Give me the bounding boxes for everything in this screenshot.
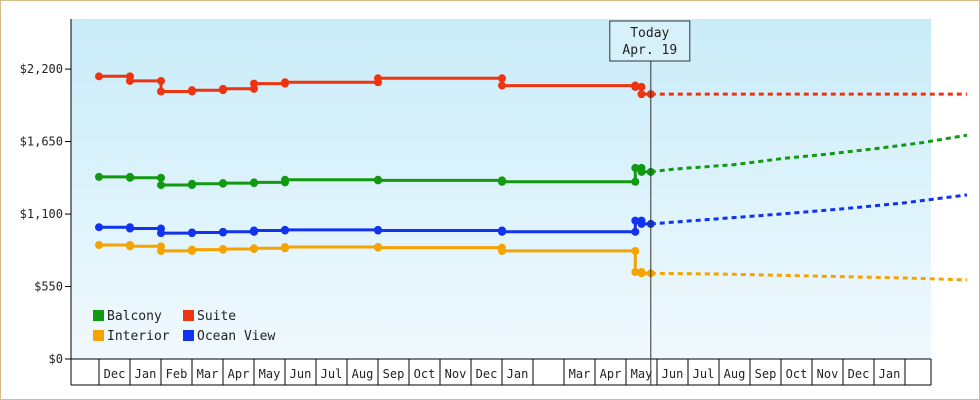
balcony-point <box>631 163 640 172</box>
interior-legend-swatch <box>93 330 104 341</box>
ocean-view-forecast-line <box>650 193 968 226</box>
x-tick-label: Feb <box>166 367 188 381</box>
balcony-point <box>95 172 103 181</box>
y-tick-label: $1,100 <box>20 207 63 221</box>
balcony-legend-swatch <box>93 310 104 321</box>
x-tick-label: Sep <box>383 367 405 381</box>
balcony-point <box>281 175 289 184</box>
suite-point <box>188 86 196 95</box>
x-tick-label: Dec <box>476 367 498 381</box>
interior-point <box>631 268 640 277</box>
today-date: Apr. 19 <box>622 43 677 58</box>
x-tick-label: Apr <box>228 367 250 381</box>
interior-forecast-line <box>650 271 968 282</box>
interior-point <box>637 269 646 278</box>
ocean-view-point <box>250 226 258 235</box>
x-tick-label: Mar <box>569 367 591 381</box>
ocean-view-point <box>126 224 134 233</box>
x-tick-label: Dec <box>104 367 126 381</box>
interior-point <box>374 243 382 252</box>
suite-point <box>498 74 506 83</box>
x-tick-label: Jun <box>662 367 684 381</box>
ocean-view-point <box>374 226 382 235</box>
ocean-view-point <box>637 219 646 228</box>
x-tick-label: Oct <box>414 367 436 381</box>
balcony-point <box>188 179 196 188</box>
ocean-view-point <box>157 229 165 238</box>
suite-point <box>498 81 506 90</box>
x-tick-label: Nov <box>817 367 839 381</box>
x-tick-label: Aug <box>352 367 374 381</box>
ocean-view-point <box>188 228 196 237</box>
balcony-point <box>157 173 165 182</box>
x-tick-label: Apr <box>600 367 622 381</box>
today-label: Today <box>630 26 669 41</box>
x-tick-label: Jun <box>290 367 312 381</box>
ocean-view-legend-label: Ocean View <box>197 329 275 344</box>
suite-point <box>95 72 103 81</box>
balcony-point <box>498 177 506 186</box>
y-tick-label: $550 <box>34 280 63 294</box>
today-callout <box>609 20 691 62</box>
x-tick-label: May <box>631 367 653 381</box>
x-tick-label: Jan <box>507 367 529 381</box>
x-tick-label: Sep <box>755 367 777 381</box>
balcony-point <box>250 178 258 187</box>
suite-legend-label: Suite <box>197 309 236 324</box>
interior-point <box>188 245 196 254</box>
interior-point <box>498 246 506 255</box>
balcony-point <box>631 177 640 186</box>
suite-point <box>637 82 646 91</box>
suite-point <box>374 74 382 83</box>
x-tick-label: Aug <box>724 367 746 381</box>
x-tick-label: Nov <box>445 367 467 381</box>
y-tick-label: $2,200 <box>20 62 63 76</box>
suite-point <box>157 76 165 85</box>
plot-area <box>71 19 931 359</box>
balcony-legend-label: Balcony <box>107 309 162 324</box>
interior-point <box>631 246 640 255</box>
suite-point <box>631 82 640 91</box>
interior-point <box>126 242 134 251</box>
suite-point <box>126 76 134 85</box>
interior-point <box>250 244 258 253</box>
ocean-view-point <box>95 223 103 232</box>
y-tick-label: $1,650 <box>20 135 63 149</box>
ocean-view-legend-swatch <box>183 330 194 341</box>
ocean-view-point <box>219 227 227 236</box>
x-tick-label: Mar <box>197 367 219 381</box>
ocean-view-point <box>631 216 640 225</box>
ocean-view-point <box>498 227 506 236</box>
x-tick-label: Dec <box>848 367 870 381</box>
x-tick-label: Jul <box>321 367 343 381</box>
x-tick-label: Oct <box>786 367 808 381</box>
balcony-forecast-line <box>650 133 968 174</box>
suite-point <box>219 84 227 93</box>
ocean-view-point <box>281 225 289 234</box>
suite-legend-swatch <box>183 310 194 321</box>
balcony-point <box>126 173 134 182</box>
suite-point <box>250 79 258 88</box>
balcony-point <box>219 179 227 188</box>
balcony-point <box>637 167 646 176</box>
balcony-point <box>157 181 165 190</box>
interior-point <box>281 242 289 251</box>
ocean-view-point <box>631 227 640 236</box>
suite-point <box>637 90 646 99</box>
interior-point <box>95 241 103 250</box>
interior-point <box>219 244 227 253</box>
y-tick-label: $0 <box>49 352 63 366</box>
interior-legend-label: Interior <box>107 329 170 344</box>
balcony-point <box>374 176 382 185</box>
x-tick-label: Jan <box>135 367 157 381</box>
suite-point <box>157 87 165 96</box>
x-tick-label: May <box>259 367 281 381</box>
interior-point <box>157 246 165 255</box>
suite-point <box>281 78 289 87</box>
x-tick-label: Jan <box>879 367 901 381</box>
x-tick-label: Jul <box>693 367 715 381</box>
